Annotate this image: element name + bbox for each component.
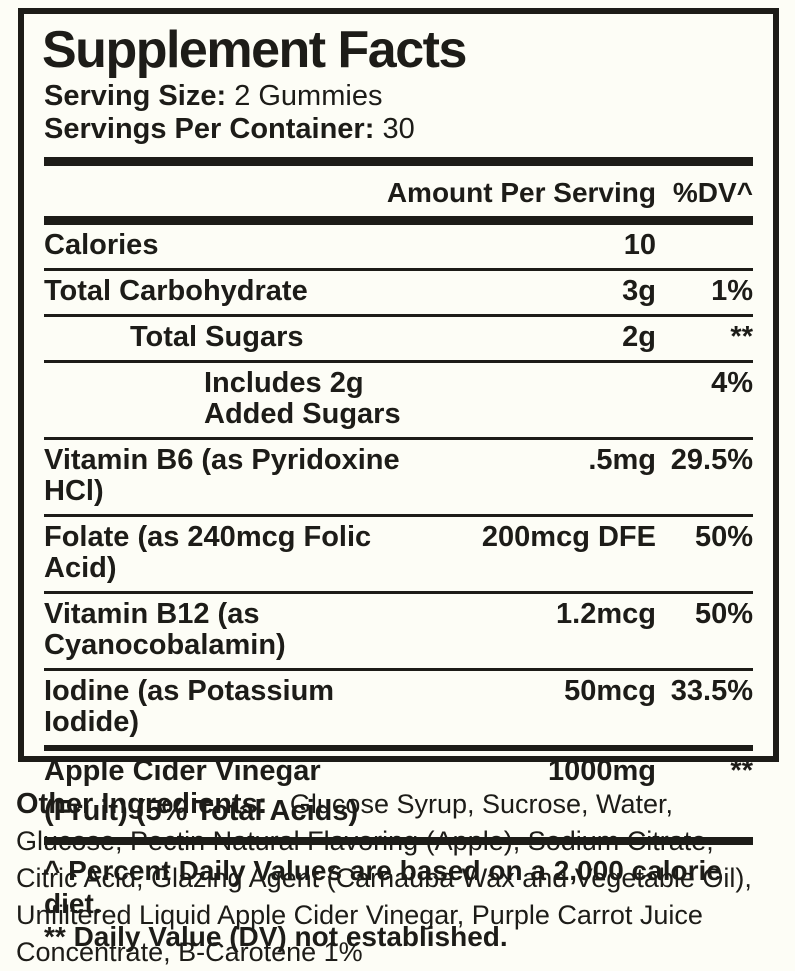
amount-per-serving-header: Amount Per Serving [386, 177, 656, 209]
nutrient-name-line2: (Fruit) (5% Total Acids) [44, 795, 359, 828]
facts-rows: Calories 10 Total Carbohydrate 3g 1% Tot… [44, 225, 753, 837]
nutrient-name: Iodine (as Potassium Iodide) [44, 675, 335, 739]
table-row: Folate (as 240mcg Folic Acid) 200mcg DFE… [44, 514, 753, 591]
nutrient-amount: 200mcg DFE [481, 521, 656, 554]
nutrient-name: Calories [44, 229, 159, 262]
nutrient-amount: 10 [623, 229, 656, 262]
table-row: Vitamin B6 (as Pyridoxine HCl) .5mg 29.5… [44, 437, 753, 514]
serving-size-label: Serving Size: [44, 80, 227, 113]
table-row: Includes 2g Added Sugars 4% [44, 360, 753, 437]
footnote-daily-values: ^ Percent Daily Values are based on a 2,… [44, 855, 722, 920]
nutrient-name: Vitamin B6 (as Pyridoxine HCl) [44, 444, 400, 508]
nutrient-dv: 4% [711, 367, 753, 400]
nutrient-amount [416, 368, 656, 430]
column-header-row: Amount Per Serving %DV^ [44, 166, 753, 216]
nutrient-dv: 29.5% [670, 444, 753, 477]
nutrient-dv: 1% [711, 275, 753, 308]
nutrient-name: Apple Cider Vinegar [44, 755, 321, 788]
nutrient-name: Includes 2g Added Sugars [204, 367, 401, 431]
divider-heavy-footer [44, 837, 753, 846]
nutrient-dv: 50% [694, 598, 753, 631]
nutrient-dv: ** [730, 755, 753, 788]
servings-per-container-label: Servings Per Container: [44, 113, 375, 146]
table-row: Vitamin B12 (as Cyanocobalamin) 1.2mcg 5… [44, 591, 753, 668]
nutrient-amount: .5mg [588, 444, 656, 477]
nutrient-dv [656, 230, 753, 261]
other-ingredients-spacer [275, 789, 283, 819]
nutrient-dv: 50% [694, 521, 753, 554]
servings-per-container-value: 30 [382, 113, 415, 146]
nutrient-amount: 2g [622, 321, 656, 354]
other-ingredients-label: Other Ingredients: [16, 788, 268, 820]
nutrient-amount: 3g [622, 275, 656, 308]
nutrient-amount: 1.2mcg [556, 598, 656, 631]
percent-dv-header: %DV^ [672, 177, 753, 209]
serving-size-line: Serving Size: 2 Gummies [44, 80, 753, 113]
table-row: Total Sugars 2g ** [44, 314, 753, 360]
nutrient-dv: ** [730, 321, 753, 354]
divider-heavy-header [44, 216, 753, 226]
servings-per-container-line: Servings Per Container: 30 [44, 113, 753, 146]
table-row: Total Carbohydrate 3g 1% [44, 268, 753, 314]
supplement-facts-panel: Supplement Facts Serving Size: 2 Gummies… [18, 8, 779, 952]
divider-heavy-top [44, 157, 753, 167]
nutrient-amount: 50mcg [564, 675, 656, 708]
panel-title: Supplement Facts [42, 21, 467, 79]
serving-size-value: 2 Gummies [234, 80, 383, 113]
nutrient-name: Vitamin B12 (as Cyanocobalamin) [44, 598, 286, 662]
nutrient-name: Folate (as 240mcg Folic Acid) [44, 521, 372, 585]
table-row: Iodine (as Potassium Iodide) 50mcg 33.5% [44, 668, 753, 745]
nutrient-amount: 1000mg [547, 755, 656, 788]
table-row: Apple Cider Vinegar 1000mg ** (Fruit) (5… [44, 745, 753, 837]
nutrient-dv: 33.5% [670, 675, 753, 708]
nutrient-name: Total Carbohydrate [44, 275, 308, 308]
nutrient-name: Total Sugars [130, 321, 304, 354]
table-row: Calories 10 [44, 225, 753, 268]
other-ingredients-paragraph: Other Ingredients: Glucose Syrup, Sucros… [16, 786, 782, 971]
